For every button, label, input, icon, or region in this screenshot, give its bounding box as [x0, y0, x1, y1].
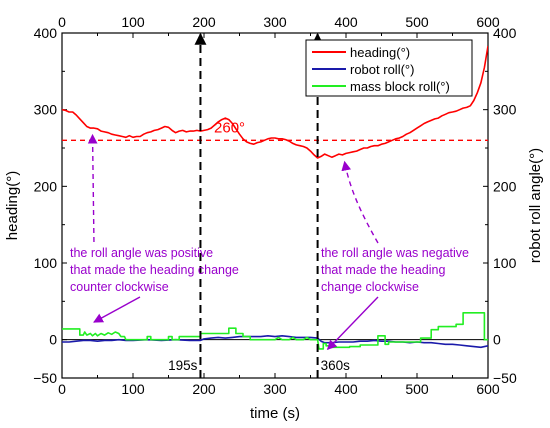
x-tick-label-top: 400 — [334, 14, 358, 30]
annotation-right-line: change clockwise — [321, 280, 419, 294]
series-line-3 — [62, 312, 488, 350]
y-tick-label-left: 300 — [34, 102, 58, 118]
legend-label-2: robot roll(°) — [350, 62, 414, 77]
x-tick-label-top: 500 — [405, 14, 429, 30]
x-tick-label-top: 100 — [121, 14, 145, 30]
x-tick-label-bottom: 600 — [476, 381, 500, 397]
overlay-layer: 260° 195s 360s the roll angle was positive t… — [62, 32, 488, 378]
annotation-right-arrow-up — [341, 160, 379, 244]
annotation-left-line: that made the heading change — [70, 263, 239, 277]
annotation-right-line: the roll angle was negative — [321, 246, 469, 260]
x-tick-label-bottom: 300 — [263, 381, 287, 397]
vertical-marker-label-1: 195s — [168, 358, 198, 373]
y-tick-label-right: 400 — [493, 25, 517, 41]
legend-label-3: mass block roll(°) — [350, 79, 450, 94]
x-tick-label-bottom: 100 — [121, 381, 145, 397]
annotation-left-line: the roll angle was positive — [70, 246, 213, 260]
annotation-left-line: counter clockwise — [70, 280, 169, 294]
series-line-1 — [62, 45, 488, 159]
x-axis-title: time (s) — [250, 405, 300, 422]
y-tick-label-left: 0 — [49, 332, 57, 348]
y-tick-label-right: 200 — [493, 178, 517, 194]
y-tick-label-right: 100 — [493, 255, 517, 271]
x-tick-label-top: 300 — [263, 14, 287, 30]
x-tick-label-bottom: 0 — [58, 381, 66, 397]
y-axis-title-right: robot roll angle(°) — [527, 148, 544, 263]
legend-label-1: heading(°) — [350, 45, 410, 60]
y-tick-label-left: 100 — [34, 255, 58, 271]
x-tick-label-bottom: 400 — [334, 381, 358, 397]
y-tick-label-left: −50 — [33, 370, 57, 386]
x-tick-label-bottom: 500 — [405, 381, 429, 397]
legend: heading(°) robot roll(°) mass block roll(°… — [305, 39, 473, 97]
y-tick-label-left: 400 — [34, 25, 58, 41]
x-tick-label-top: 0 — [58, 14, 66, 30]
reference-line-label: 260° — [214, 119, 245, 136]
y-tick-label-right: 0 — [493, 332, 501, 348]
x-tick-label-top: 200 — [192, 14, 216, 30]
series-layer — [62, 45, 488, 350]
y-tick-label-right: 300 — [493, 102, 517, 118]
y-tick-label-right: −50 — [493, 370, 517, 386]
vertical-marker-label-2: 360s — [321, 358, 351, 373]
x-tick-label-top: 600 — [476, 14, 500, 30]
annotation-left-arrow-up — [87, 133, 98, 243]
x-tick-label-bottom: 200 — [192, 381, 216, 397]
y-tick-label-left: 200 — [34, 178, 58, 194]
annotation-right-line: that made the heading — [321, 263, 445, 277]
annotation-right-arrow-down — [326, 296, 379, 351]
annotation-left-arrow-down — [93, 296, 141, 323]
y-axis-title-left: heading(°) — [4, 171, 21, 240]
